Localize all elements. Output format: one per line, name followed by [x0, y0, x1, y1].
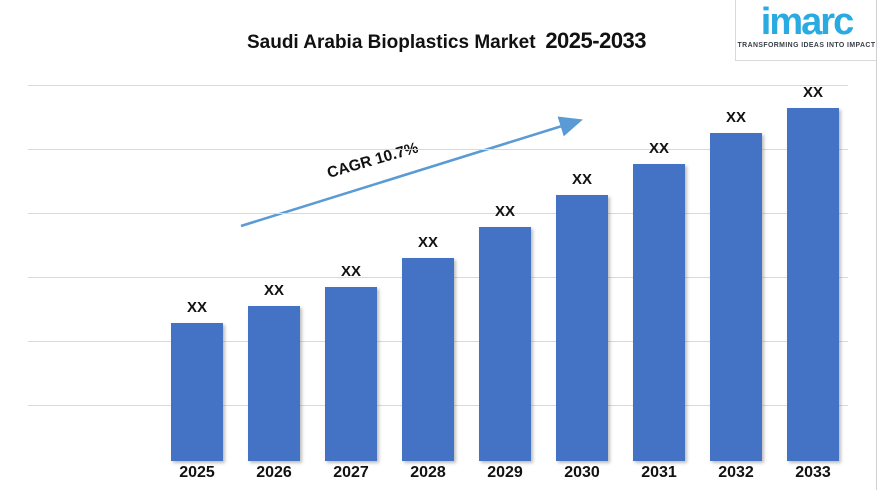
bar-value-label-2031: XX — [648, 140, 669, 157]
bar-value-label-2032: XX — [725, 109, 746, 126]
gridline — [28, 213, 848, 214]
gridline — [28, 149, 848, 150]
x-axis-label-2033: 2033 — [795, 464, 831, 481]
x-axis-label-2025: 2025 — [179, 464, 215, 481]
bar-value-label-2030: XX — [571, 171, 592, 188]
bar-2030 — [556, 195, 608, 461]
imarc-tagline: TRANSFORMING IDEAS INTO IMPACT — [737, 42, 876, 49]
bar-2026 — [248, 306, 300, 461]
bar-2032 — [710, 133, 762, 461]
bar-2027 — [325, 287, 377, 461]
chart-title: Saudi Arabia Bioplastics Market 2025-203… — [0, 28, 879, 54]
frame-right-border — [876, 0, 877, 490]
chart-title-range: 2025-2033 — [545, 28, 647, 53]
bar-2029 — [479, 227, 531, 461]
x-axis-label-2029: 2029 — [487, 464, 523, 481]
bar-2033 — [787, 108, 839, 461]
bar-value-label-2029: XX — [494, 203, 515, 220]
bar-value-label-2025: XX — [186, 299, 207, 316]
bar-value-label-2028: XX — [417, 234, 438, 251]
x-axis-label-2031: 2031 — [641, 464, 677, 481]
bar-value-label-2027: XX — [340, 263, 361, 280]
x-axis-label-2028: 2028 — [410, 464, 446, 481]
x-axis-label-2032: 2032 — [718, 464, 754, 481]
x-axis-label-2027: 2027 — [333, 464, 369, 481]
gridline — [28, 85, 848, 86]
chart-title-text: Saudi Arabia Bioplastics Market — [246, 32, 536, 53]
imarc-wordmark: imarc — [760, 1, 854, 43]
x-axis-label-2026: 2026 — [256, 464, 292, 481]
bar-2031 — [633, 164, 685, 461]
trend-arrow-line — [240, 116, 583, 228]
x-axis-label-2030: 2030 — [564, 464, 600, 481]
bar-value-label-2026: XX — [263, 282, 284, 299]
bar-value-label-2033: XX — [802, 84, 823, 101]
bar-2025 — [171, 323, 223, 461]
bar-2028 — [402, 258, 454, 461]
imarc-logo: imarc TRANSFORMING IDEAS INTO IMPACT — [735, 0, 877, 61]
